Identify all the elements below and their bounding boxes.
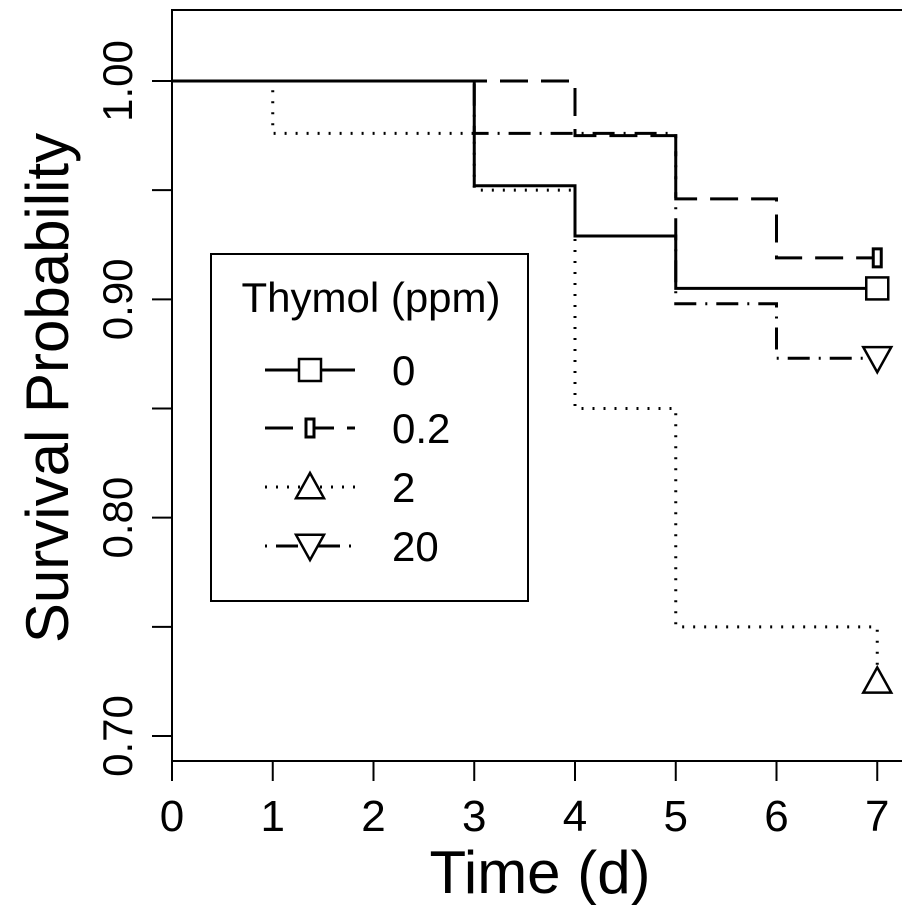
legend-box	[210, 253, 529, 602]
x-tick-label: 5	[664, 792, 688, 841]
legend-marker	[293, 470, 327, 500]
legend-marker	[304, 417, 316, 439]
legend-marker	[297, 357, 323, 383]
x-tick-label: 1	[261, 792, 285, 841]
x-tick-label: 0	[160, 792, 184, 841]
x-tick-label: 7	[865, 792, 889, 841]
legend-marker	[293, 533, 327, 563]
y-tick-label: 0.90	[94, 258, 141, 340]
series-line-20	[172, 79, 878, 360]
legend-entry: 0	[265, 347, 415, 394]
y-tick-label: 0.70	[94, 695, 141, 777]
legend: Thymol (ppm) 0 0.2 2 20	[210, 253, 529, 602]
y-axis: 0.70 0.80 0.90 1.00	[94, 10, 173, 777]
legend-entry: 2	[265, 464, 415, 511]
legend-label: 0.2	[392, 405, 450, 452]
series-marker-2	[861, 664, 894, 694]
legend-entry: 20	[265, 523, 439, 570]
series-layer	[172, 79, 894, 694]
x-axis-label: Time (d)	[429, 839, 650, 905]
x-tick-label: 3	[462, 792, 486, 841]
series-marker-0	[865, 276, 890, 301]
x-axis: 0 1 2 3 4 5 6 7	[160, 760, 902, 841]
x-tick-label: 4	[563, 792, 587, 841]
legend-label: 2	[392, 464, 415, 511]
y-tick-label: 0.80	[94, 477, 141, 559]
series-marker-0_2	[871, 247, 883, 269]
legend-label: 0	[392, 347, 415, 394]
legend-entry: 0.2	[265, 405, 450, 452]
y-tick-label: 1.00	[94, 40, 141, 122]
y-axis-label: Survival Probability	[14, 133, 81, 643]
legend-title: Thymol (ppm)	[241, 274, 500, 321]
x-tick-label: 6	[764, 792, 788, 841]
x-tick-label: 2	[361, 792, 385, 841]
series-marker-20	[861, 345, 894, 375]
series-line-0_2	[172, 79, 878, 260]
legend-label: 20	[392, 523, 439, 570]
